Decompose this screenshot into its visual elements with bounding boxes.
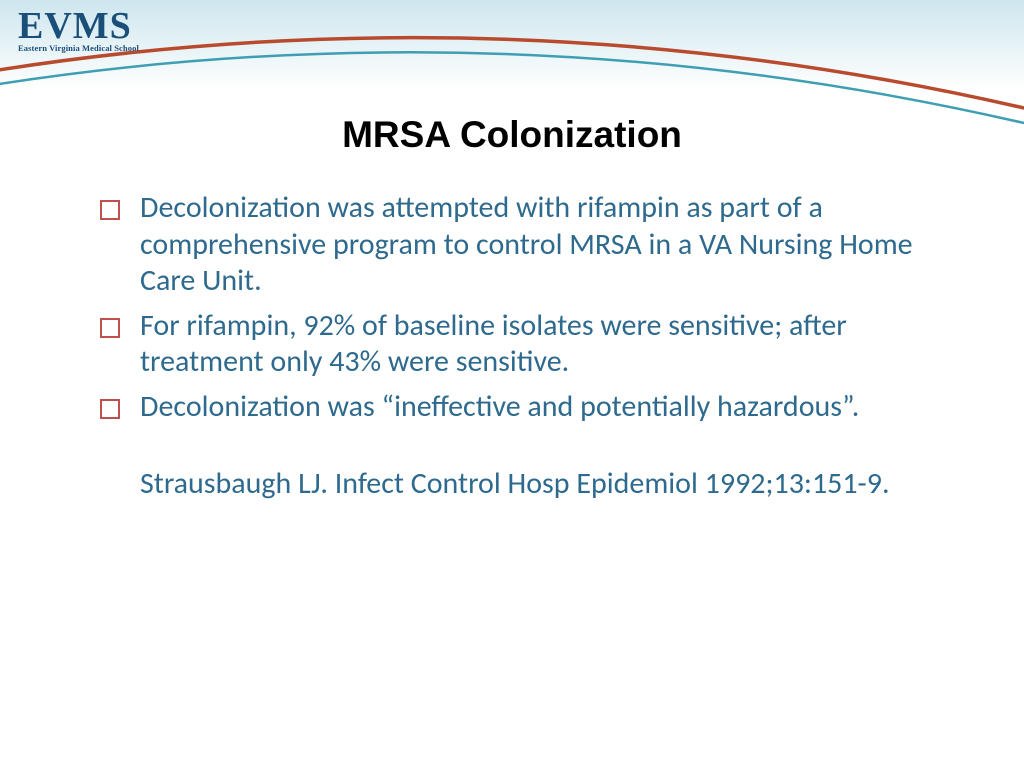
citation-text: Strausbaugh LJ. Infect Control Hosp Epid… — [140, 466, 954, 503]
bullet-item: Decolonization was attempted with rifamp… — [100, 190, 954, 300]
bullet-square-icon — [100, 200, 120, 220]
logo-main-text: EVMS — [18, 10, 139, 42]
logo: EVMS Eastern Virginia Medical School — [18, 10, 139, 53]
bullet-item: For rifampin, 92% of baseline isolates w… — [100, 308, 954, 381]
bullet-item: Decolonization was “ineffective and pote… — [100, 389, 954, 426]
bullet-text: Decolonization was attempted with rifamp… — [140, 190, 954, 300]
bullet-text: For rifampin, 92% of baseline isolates w… — [140, 308, 954, 381]
bullet-square-icon — [100, 318, 120, 338]
header-gradient — [0, 0, 1024, 90]
bullet-square-icon — [100, 399, 120, 419]
bullet-text: Decolonization was “ineffective and pote… — [140, 389, 954, 426]
slide-body: Decolonization was attempted with rifamp… — [100, 190, 954, 502]
logo-subtitle: Eastern Virginia Medical School — [18, 43, 139, 53]
slide: EVMS Eastern Virginia Medical School MRS… — [0, 0, 1024, 768]
slide-title: MRSA Colonization — [0, 114, 1024, 156]
